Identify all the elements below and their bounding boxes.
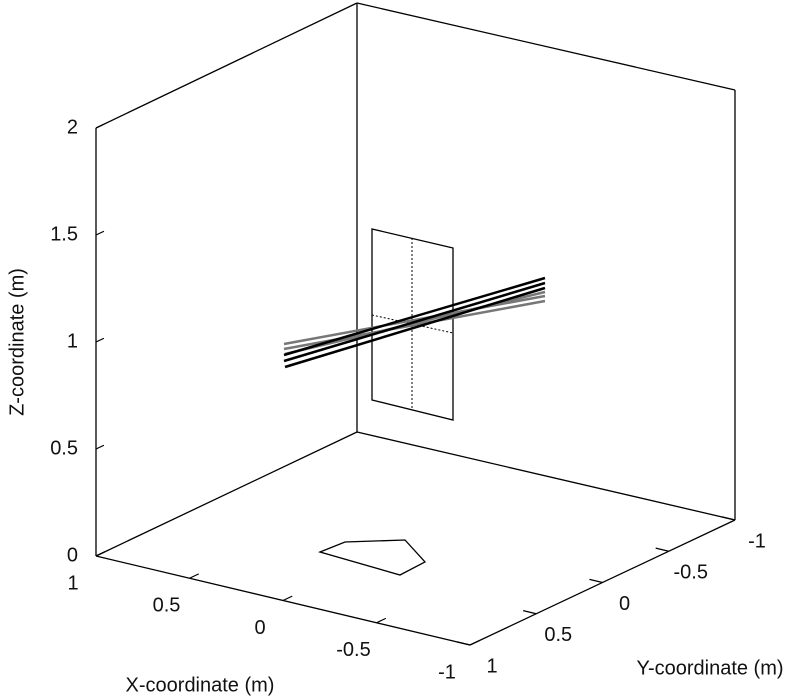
panel — [371, 228, 454, 421]
z-tick-label: 1 — [67, 330, 78, 352]
z-tick-label: 2 — [67, 116, 78, 138]
y-tick — [589, 578, 603, 584]
x-axis-label: X-coordinate (m) — [126, 674, 275, 696]
footprint — [317, 539, 427, 576]
ray — [284, 286, 546, 369]
y-tick — [721, 516, 736, 521]
x-tick — [376, 617, 387, 624]
y-axis-label: Y-coordinate (m) — [636, 657, 783, 679]
y-tick — [523, 610, 537, 615]
ray — [283, 294, 546, 346]
z-tick-label: 1.5 — [50, 223, 78, 245]
x-tick — [189, 573, 200, 579]
z-tick — [95, 123, 105, 129]
y-tick — [655, 547, 669, 552]
box-edge — [95, 2, 358, 129]
x-tick-label: 0.5 — [153, 595, 181, 617]
z-tick — [95, 230, 105, 236]
ray — [283, 276, 546, 357]
x-tick-label: -0.5 — [336, 639, 370, 661]
box-edge — [356, 2, 736, 91]
z-tick-label: 0 — [67, 544, 78, 566]
box-edge — [356, 431, 736, 521]
y-tick — [456, 641, 471, 646]
z-tick-label: 0.5 — [50, 437, 78, 459]
x-tick — [469, 640, 480, 646]
z-tick — [95, 444, 105, 450]
black-lines — [283, 276, 546, 369]
scene — [283, 228, 546, 576]
x-tick-label: 0 — [254, 617, 265, 639]
y-tick-label: -0.5 — [674, 562, 708, 584]
x-tick-label: -1 — [438, 661, 456, 683]
x-tick-label: 1 — [67, 572, 78, 594]
z-tick — [95, 551, 105, 557]
x-tick — [282, 595, 293, 602]
z-tick — [95, 337, 105, 343]
y-tick-label: 1 — [486, 655, 497, 677]
y-tick-label: 0.5 — [544, 624, 572, 646]
z-axis-label: Z-coordinate (m) — [6, 268, 28, 416]
y-tick-label: -1 — [748, 530, 766, 552]
y-tick-label: 0 — [619, 593, 630, 615]
box-edge — [95, 431, 358, 557]
ray — [283, 299, 546, 351]
ray — [283, 281, 546, 363]
